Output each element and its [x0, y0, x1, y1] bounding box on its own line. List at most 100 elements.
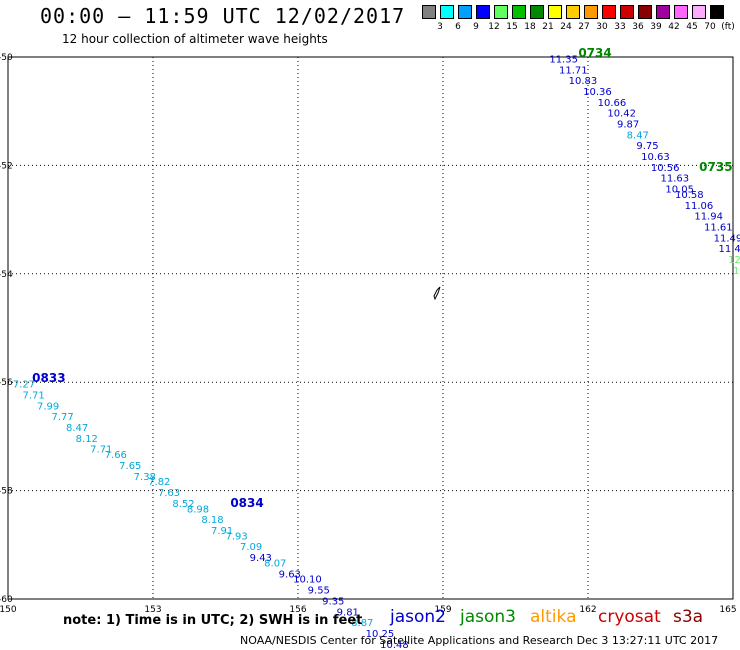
- legend-label: 9: [473, 22, 479, 32]
- wave-height-value: 8.47: [66, 423, 88, 434]
- wave-height-value: 11.61: [704, 222, 733, 233]
- wave-height-value: 11.41: [719, 244, 740, 255]
- island-shape: [433, 286, 441, 301]
- x-tick-label: 162: [579, 605, 596, 615]
- legend-label: 24: [560, 22, 572, 32]
- wave-height-value: 11.71: [559, 65, 588, 76]
- wave-height-value: 7.71: [90, 445, 112, 456]
- wave-height-value: 7.77: [52, 412, 74, 423]
- wave-height-value: 10.56: [651, 163, 680, 174]
- legend-label: 33: [614, 22, 626, 32]
- legend-swatch: [638, 5, 652, 19]
- legend-swatch: [440, 5, 454, 19]
- wave-height-value: 10.58: [675, 190, 704, 201]
- pass-time-label: 0834: [230, 496, 263, 510]
- map-subtitle: 12 hour collection of altimeter wave hei…: [62, 32, 328, 46]
- wave-height-value: 7.66: [105, 450, 127, 461]
- wave-height-value: 11.94: [694, 212, 723, 223]
- pass-time-label: 0833: [32, 371, 65, 385]
- footer-note: note: 1) Time is in UTC; 2) SWH is in fe…: [63, 613, 363, 628]
- legend-swatch: [476, 5, 490, 19]
- legend-swatch: [494, 5, 508, 19]
- wave-height-value: 11.49: [714, 233, 740, 244]
- legend-swatch: [458, 5, 472, 19]
- wave-height-value: 8.98: [187, 504, 209, 515]
- wave-height-value: 8.18: [201, 515, 223, 526]
- x-tick-label: 159: [434, 605, 451, 615]
- legend-label: 39: [650, 22, 662, 32]
- wave-height-value: 7.93: [226, 531, 248, 542]
- wave-height-value: 12.14: [733, 266, 740, 277]
- legend-swatch: [602, 5, 616, 19]
- wave-height-value: 7.99: [37, 401, 59, 412]
- x-tick-label: 150: [0, 605, 17, 615]
- wave-height-value: 11.35: [549, 54, 578, 65]
- wave-height-value: 7.91: [211, 526, 233, 537]
- satellite-cryosat: cryosat: [598, 607, 661, 627]
- wave-height-value: 12.08: [728, 255, 740, 266]
- wave-height-value: 10.10: [293, 575, 322, 586]
- legend-swatch: [620, 5, 634, 19]
- legend-label: 27: [578, 22, 590, 32]
- satellite-jason3: jason3: [460, 607, 516, 627]
- y-tick-label: -58: [0, 487, 13, 497]
- legend-swatch: [422, 5, 436, 19]
- legend-label: 21: [542, 22, 554, 32]
- wave-height-value: 9.43: [250, 553, 272, 564]
- wave-height-value: 7.82: [148, 477, 170, 488]
- wave-height-value: 8.07: [264, 558, 286, 569]
- wave-height-value: 7.63: [158, 488, 180, 499]
- legend-label: 45: [686, 22, 698, 32]
- y-tick-label: -56: [0, 378, 13, 388]
- pass-time-label: 0735: [699, 160, 732, 174]
- wave-height-value: 9.87: [617, 119, 639, 130]
- wave-height-value: 9.81: [337, 607, 359, 618]
- wave-height-value: 8.87: [351, 618, 373, 629]
- legend-swatch: [656, 5, 670, 19]
- wave-height-value: 10.63: [641, 152, 670, 163]
- legend-label: 12: [488, 22, 500, 32]
- satellite-s3a: s3a: [673, 607, 704, 627]
- footer-credit: NOAA/NESDIS Center for Satellite Applica…: [240, 634, 719, 647]
- wave-height-value: 7.71: [23, 390, 45, 401]
- pass-time-label: 0734: [578, 46, 611, 60]
- satellite-jason2: jason2: [390, 607, 446, 627]
- legend-label: 3: [437, 22, 443, 32]
- legend-swatch: [548, 5, 562, 19]
- legend-swatch: [566, 5, 580, 19]
- wave-height-value: 7.09: [240, 542, 262, 553]
- legend-swatch: [710, 5, 724, 19]
- legend-label: 6: [455, 22, 461, 32]
- y-tick-label: -50: [0, 53, 13, 63]
- wave-height-value: 7.38: [134, 472, 156, 483]
- wave-height-value: 10.25: [366, 629, 395, 640]
- y-tick-label: -60: [0, 595, 13, 605]
- legend-label: 30: [596, 22, 608, 32]
- wave-height-value: 10.05: [665, 185, 694, 196]
- legend-swatch: [512, 5, 526, 19]
- legend-swatch: [530, 5, 544, 19]
- wave-height-value: 10.42: [607, 109, 636, 120]
- y-tick-label: -54: [0, 270, 13, 280]
- legend-swatch: [674, 5, 688, 19]
- wave-height-value: 7.65: [119, 461, 141, 472]
- wave-height-value: 8.47: [627, 130, 649, 141]
- x-tick-label: 165: [719, 605, 736, 615]
- wave-height-value: 9.55: [308, 586, 330, 597]
- map-frame: [7, 56, 734, 600]
- legend-label: 36: [632, 22, 644, 32]
- wave-height-value: 9.75: [636, 141, 658, 152]
- wave-height-value: 10.83: [569, 76, 598, 87]
- wave-height-value: 11.63: [661, 174, 690, 185]
- wave-height-value: 8.12: [76, 434, 98, 445]
- wave-height-value: 10.48: [380, 640, 409, 650]
- wave-height-value: 9.35: [322, 596, 344, 607]
- legend-label: 18: [524, 22, 536, 32]
- legend-unit: (ft): [721, 22, 735, 32]
- legend-swatch: [584, 5, 598, 19]
- wave-height-value: 8.52: [172, 499, 194, 510]
- legend-label: 70: [704, 22, 716, 32]
- y-tick-label: -52: [0, 161, 13, 171]
- legend-label: 15: [506, 22, 518, 32]
